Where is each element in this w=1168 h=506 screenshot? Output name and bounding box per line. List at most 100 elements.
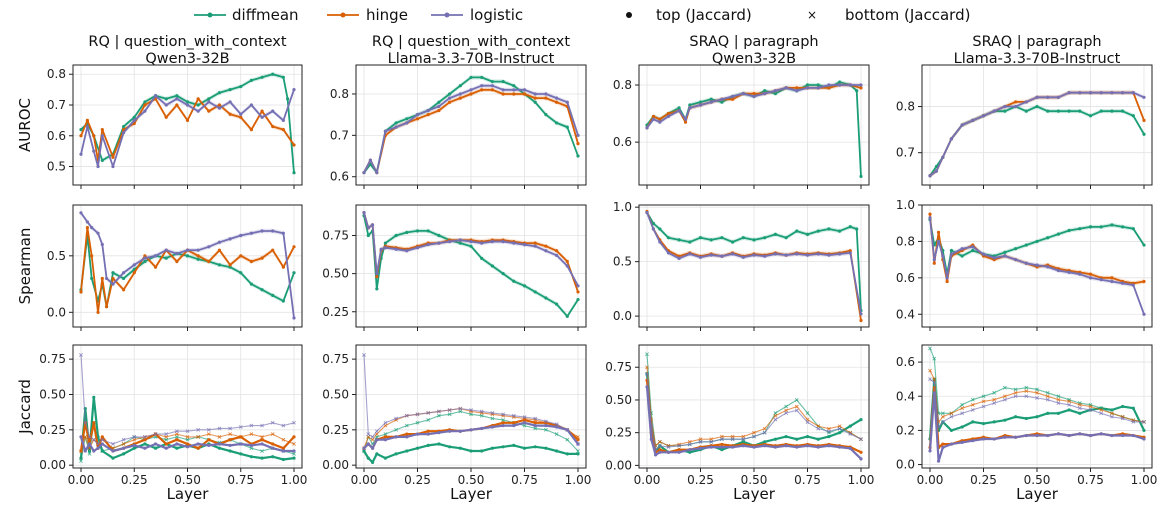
data-point-logistic xyxy=(932,258,936,262)
data-point-hinge-bottom xyxy=(1077,402,1082,407)
data-point-diffmean xyxy=(405,230,409,235)
data-point-diffmean-top xyxy=(394,452,398,456)
data-point-diffmean-bottom xyxy=(490,416,495,421)
data-point-logistic xyxy=(1131,283,1135,287)
data-point-diffmean-top xyxy=(153,446,158,450)
legend-marker-diffmean xyxy=(207,12,213,18)
y-tick-label: 0.5 xyxy=(47,160,66,174)
data-point-diffmean-top xyxy=(260,456,264,460)
data-point-logistic xyxy=(415,113,420,117)
data-point-hinge xyxy=(469,92,473,96)
data-point-hinge xyxy=(1014,100,1018,104)
data-point-diffmean-bottom xyxy=(533,426,538,431)
data-point-diffmean xyxy=(90,276,94,281)
data-point-logistic xyxy=(936,239,941,244)
legend-label-diffmean: diffmean xyxy=(232,6,299,24)
data-point-logistic xyxy=(383,246,387,250)
data-point-logistic xyxy=(228,237,232,241)
data-point-logistic xyxy=(949,137,954,141)
data-point-diffmean xyxy=(1110,109,1114,113)
data-point-diffmean xyxy=(469,75,473,80)
data-point-hinge xyxy=(111,276,115,281)
data-point-diffmean-top xyxy=(458,446,462,450)
data-point-logistic xyxy=(405,121,409,125)
data-point-diffmean-top xyxy=(1142,428,1146,433)
panel-grid: RQ | question_with_contextQwen3-32BLayer… xyxy=(16,34,1157,503)
data-point-diffmean xyxy=(1024,243,1028,247)
y-tick-label: 0.6 xyxy=(47,129,66,143)
data-point-diffmean xyxy=(249,78,253,82)
data-point-hinge xyxy=(185,118,190,122)
data-point-diffmean xyxy=(1024,109,1028,113)
data-point-diffmean xyxy=(490,264,494,268)
data-point-diffmean xyxy=(1003,109,1007,113)
data-point-logistic xyxy=(249,103,253,107)
data-point-diffmean xyxy=(185,100,190,104)
data-point-logistic-bottom xyxy=(153,432,158,436)
data-point-diffmean xyxy=(544,296,548,300)
data-point-logistic-bottom xyxy=(404,413,409,418)
data-point-diffmean-top xyxy=(480,449,484,453)
data-point-logistic-bottom xyxy=(217,426,222,431)
data-point-logistic xyxy=(763,91,767,96)
data-point-logistic-bottom xyxy=(762,430,767,435)
data-point-logistic-top xyxy=(448,429,452,433)
data-point-hinge-bottom xyxy=(1024,389,1029,394)
data-point-logistic xyxy=(666,114,671,119)
data-point-hinge-bottom xyxy=(249,432,254,436)
series-line-logistic xyxy=(929,91,1145,177)
data-point-diffmean xyxy=(1056,109,1060,113)
data-point-hinge xyxy=(100,128,104,132)
data-point-hinge-bottom xyxy=(270,432,275,436)
data-point-logistic-bottom xyxy=(932,380,937,385)
data-point-logistic-top xyxy=(658,450,662,454)
data-point-diffmean xyxy=(281,299,285,303)
data-point-logistic xyxy=(720,254,724,258)
data-point-diffmean xyxy=(658,227,662,231)
data-point-logistic-bottom xyxy=(281,423,286,428)
y-tick-label: 0.8 xyxy=(896,100,915,114)
data-point-diffmean xyxy=(1046,236,1050,240)
panel-frame xyxy=(638,64,870,186)
data-point-logistic-bottom xyxy=(1109,414,1114,419)
data-point-hinge xyxy=(111,155,115,159)
x-tick-label: 0.25 xyxy=(121,473,148,487)
data-point-hinge-bottom xyxy=(1002,394,1007,399)
legend-label-logistic: logistic xyxy=(470,6,523,24)
data-point-diffmean-top xyxy=(544,446,548,450)
data-point-logistic-bottom xyxy=(426,410,431,415)
y-tick-label: 0.6 xyxy=(330,170,349,184)
data-point-logistic-top xyxy=(239,442,243,446)
data-point-logistic xyxy=(394,125,398,129)
x-tick-label: 0.00 xyxy=(917,473,944,487)
data-point-logistic xyxy=(795,252,799,256)
data-point-logistic xyxy=(185,103,190,107)
data-point-logistic xyxy=(731,94,735,99)
data-point-hinge-top xyxy=(383,435,387,439)
data-point-diffmean xyxy=(544,113,548,117)
data-point-logistic xyxy=(175,251,179,256)
data-point-logistic-bottom xyxy=(543,419,548,424)
data-point-logistic xyxy=(565,264,569,268)
data-point-logistic-top xyxy=(838,445,842,449)
data-point-hinge xyxy=(85,118,89,122)
data-point-logistic xyxy=(934,169,939,173)
data-point-logistic-bottom xyxy=(970,407,975,412)
series-line-hinge xyxy=(646,211,862,321)
data-point-diffmean xyxy=(533,290,537,294)
data-point-logistic-top xyxy=(132,443,136,447)
data-point-logistic xyxy=(741,255,745,259)
data-point-diffmean xyxy=(415,229,420,233)
legend-marker-bottom-x: × xyxy=(807,8,817,22)
data-point-logistic xyxy=(122,131,126,135)
data-point-logistic-bottom xyxy=(100,437,105,442)
data-point-logistic xyxy=(111,164,115,169)
data-point-logistic-top xyxy=(217,442,222,446)
data-point-diffmean-bottom xyxy=(479,413,484,418)
data-point-hinge xyxy=(132,271,136,275)
data-point-diffmean xyxy=(501,272,505,276)
data-point-logistic-bottom xyxy=(249,423,254,428)
data-point-logistic xyxy=(85,124,89,129)
x-tick-label: 0.75 xyxy=(511,473,538,487)
data-point-logistic xyxy=(292,316,296,320)
